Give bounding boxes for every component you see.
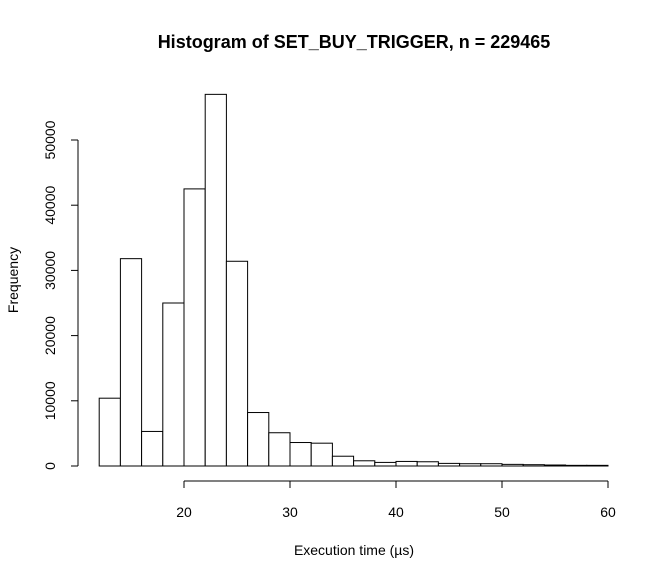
histogram-bar [565,464,588,467]
histogram-bar [374,461,397,467]
histogram-bar [543,464,567,467]
histogram-bar [225,260,249,467]
histogram-bar [586,464,609,467]
y-axis: 0 10000 20000 30000 40000 50000 [42,120,79,470]
histogram-bar [268,432,291,467]
x-axis: 20 30 40 50 60 [176,480,616,520]
histogram-bar [310,442,333,467]
y-axis-label: Frequency [5,247,21,313]
histogram-bar [162,302,185,467]
histogram-bar [183,188,206,467]
y-tick-label: 0 [42,462,58,470]
histogram-bar [247,412,270,467]
histogram-bar [480,463,503,467]
histogram-bar [437,462,461,467]
x-tick-label: 30 [282,504,298,520]
histogram-bar [353,460,376,467]
chart-title: Histogram of SET_BUY_TRIGGER, n = 229465 [158,32,551,52]
histogram-bar [204,93,227,467]
histogram-bar [501,463,524,467]
histogram-bars [98,93,609,467]
histogram-bar [416,461,439,467]
histogram-bar [141,430,164,467]
histogram-bar [522,464,545,467]
x-tick-label: 50 [494,504,510,520]
histogram-bar [395,460,418,467]
histogram-bar [331,455,355,467]
y-tick-label: 20000 [42,316,58,355]
y-tick-label: 40000 [42,186,58,225]
histogram-bar [289,442,312,467]
y-tick-label: 10000 [42,381,58,420]
x-tick-label: 40 [388,504,404,520]
x-tick-label: 60 [600,504,616,520]
x-axis-label: Execution time (µs) [294,542,414,558]
y-tick-label: 50000 [42,120,58,159]
histogram-bar [98,397,121,467]
x-tick-label: 20 [176,504,192,520]
histogram-bar [459,463,482,467]
y-tick-label: 30000 [42,251,58,290]
histogram-bar [119,258,143,467]
